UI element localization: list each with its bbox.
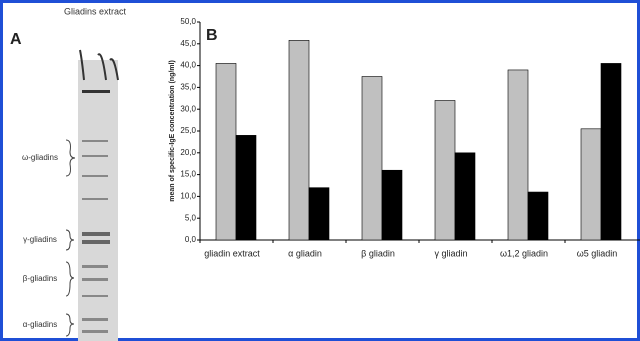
y-tick-label: 50,0 xyxy=(180,17,196,26)
band-label: β-gliadins xyxy=(23,274,57,283)
y-tick-label: 0,0 xyxy=(185,235,197,244)
bar xyxy=(216,63,236,240)
bar xyxy=(289,40,309,240)
x-tick-label: ω5 gliadin xyxy=(577,248,618,258)
gel-lane xyxy=(78,60,118,341)
bar xyxy=(601,63,621,240)
y-tick-label: 10,0 xyxy=(180,192,196,201)
x-tick-label: α gliadin xyxy=(288,248,322,258)
x-tick-label: γ gliadin xyxy=(434,248,467,258)
x-tick-label: ω1,2 gliadin xyxy=(500,248,548,258)
bar xyxy=(435,100,455,240)
x-tick-label: β gliadin xyxy=(361,248,395,258)
bar xyxy=(236,135,256,240)
panel-label: B xyxy=(206,27,218,44)
bar xyxy=(455,153,475,240)
bar xyxy=(309,188,329,240)
bar xyxy=(362,77,382,241)
y-tick-label: 20,0 xyxy=(180,148,196,157)
bar xyxy=(581,129,601,240)
y-tick-label: 30,0 xyxy=(180,104,196,113)
x-tick-label: gliadin extract xyxy=(204,248,260,258)
y-tick-label: 5,0 xyxy=(185,213,197,222)
band-label: α-gliadins xyxy=(23,320,57,329)
y-tick-label: 45,0 xyxy=(180,39,196,48)
y-tick-label: 15,0 xyxy=(180,170,196,179)
y-tick-label: 35,0 xyxy=(180,83,196,92)
y-axis-label: mean of specific-IgE concentration (ng/m… xyxy=(169,60,176,202)
panel-label: A xyxy=(10,31,22,48)
bar xyxy=(528,192,548,240)
band-label: ω-gliadins xyxy=(22,153,58,162)
bar xyxy=(508,70,528,240)
figure: A Gliadins extract B mean of specific-Ig… xyxy=(0,0,640,341)
y-tick-label: 25,0 xyxy=(180,126,196,135)
lane-title: Gliadins extract xyxy=(64,6,127,16)
y-tick-label: 40,0 xyxy=(180,61,196,70)
bar xyxy=(382,170,402,240)
band-label: γ-gliadins xyxy=(23,235,57,244)
